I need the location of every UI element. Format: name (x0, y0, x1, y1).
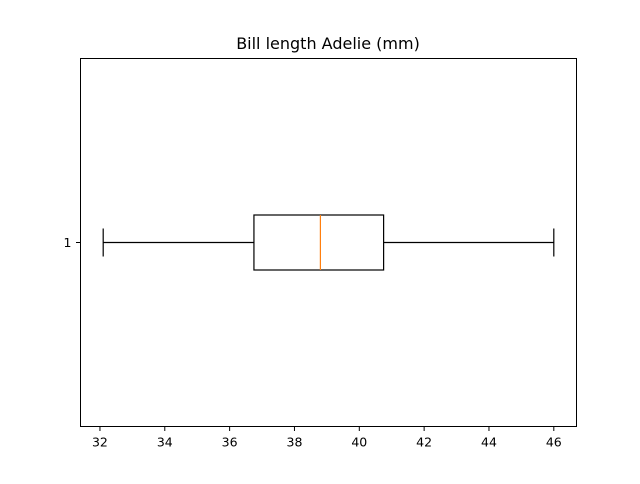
interquartile-box (253, 214, 385, 271)
x-tick-label: 38 (287, 435, 303, 450)
x-tick-label: 34 (157, 435, 173, 450)
x-tick-label: 42 (416, 435, 432, 450)
x-tick-label: 40 (351, 435, 367, 450)
box-series (102, 214, 555, 271)
x-tick-label: 44 (481, 435, 497, 450)
x-tick-label: 32 (92, 435, 108, 450)
x-axis: 32 34 36 38 40 42 44 46 (92, 426, 562, 450)
chart-title: Bill length Adelie (mm) (236, 34, 420, 53)
y-tick-label: 1 (64, 235, 72, 250)
x-tick-label: 46 (546, 435, 562, 450)
x-tick-label: 36 (222, 435, 238, 450)
y-axis: 1 (64, 235, 81, 250)
